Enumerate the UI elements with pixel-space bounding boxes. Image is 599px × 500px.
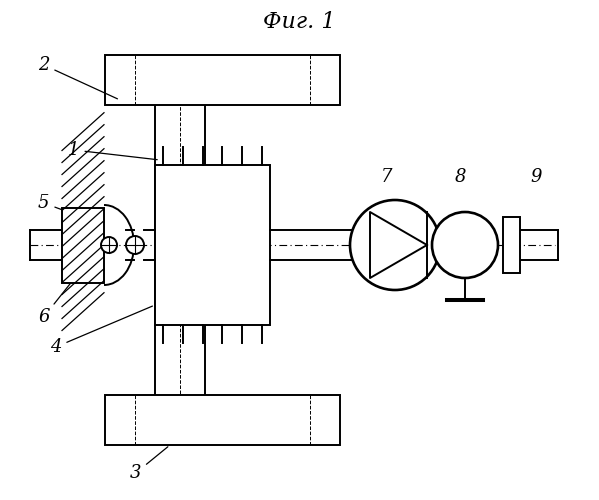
Text: 4: 4	[50, 306, 152, 356]
Text: 9: 9	[530, 168, 541, 186]
Bar	[62, 208, 104, 282]
Text: Фиг. 1: Фиг. 1	[263, 11, 335, 33]
Text: 3: 3	[130, 447, 168, 482]
Circle shape	[101, 237, 117, 253]
Text: 5: 5	[38, 194, 80, 216]
Text: 7: 7	[381, 168, 392, 186]
Text: 8: 8	[455, 168, 467, 186]
Text: 6: 6	[38, 270, 81, 326]
Bar	[105, 55, 340, 105]
Circle shape	[126, 236, 144, 254]
Bar	[155, 165, 270, 325]
Text: 2: 2	[38, 56, 117, 99]
Circle shape	[432, 212, 498, 278]
Bar	[503, 217, 520, 273]
Bar	[105, 395, 340, 445]
Circle shape	[350, 200, 440, 290]
Text: 1: 1	[68, 141, 158, 160]
